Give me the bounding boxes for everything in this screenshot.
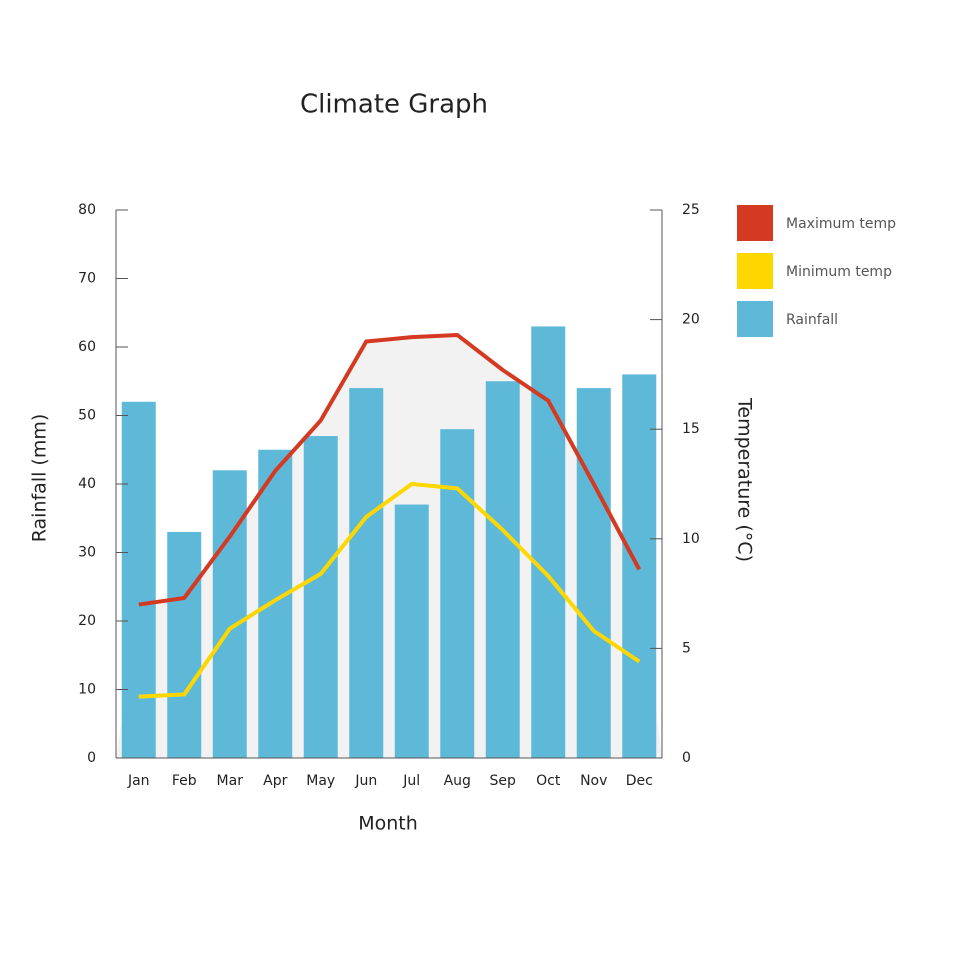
legend-label: Rainfall xyxy=(786,312,838,328)
bar xyxy=(258,449,293,758)
x-tick-label: Dec xyxy=(626,773,653,789)
bar xyxy=(121,401,156,758)
y2-tick-label: 25 xyxy=(682,202,700,218)
bar xyxy=(167,531,202,758)
x-tick-label: Feb xyxy=(172,773,197,789)
y2-tick-label: 10 xyxy=(682,531,700,547)
line xyxy=(138,482,641,699)
legend-swatch xyxy=(737,205,773,241)
y-tick-label: 30 xyxy=(78,545,96,561)
x-tick-label: Apr xyxy=(263,773,287,789)
legend-swatch xyxy=(737,253,773,289)
y2-tick-label: 15 xyxy=(682,421,700,437)
legend-label: Maximum temp xyxy=(786,216,896,232)
line xyxy=(138,332,642,607)
legend-swatch xyxy=(737,301,773,337)
y-tick-label: 50 xyxy=(78,408,96,424)
y-axis-label: Rainfall (mm) xyxy=(29,414,51,543)
x-axis-label: Month xyxy=(358,813,418,835)
y-tick-label: 10 xyxy=(78,682,96,698)
area-shade xyxy=(116,334,662,758)
y-tick-label: 0 xyxy=(87,750,96,766)
y2-tick-label: 5 xyxy=(682,640,691,656)
y-tick-label: 40 xyxy=(78,476,96,492)
x-tick-label: Mar xyxy=(217,773,244,789)
bar xyxy=(303,436,338,758)
bar xyxy=(394,504,429,758)
x-tick-label: Jul xyxy=(402,773,420,789)
bar xyxy=(212,470,247,758)
x-tick-label: Aug xyxy=(444,773,471,789)
x-tick-label: May xyxy=(306,773,335,789)
y-tick-label: 60 xyxy=(78,339,96,355)
x-tick-label: Nov xyxy=(580,773,607,789)
y-tick-label: 20 xyxy=(78,613,96,629)
bar xyxy=(485,381,520,758)
bar xyxy=(576,388,611,758)
x-tick-label: Oct xyxy=(536,773,561,789)
y-tick-label: 70 xyxy=(78,271,96,287)
x-tick-label: Sep xyxy=(490,773,517,789)
bar xyxy=(440,429,475,758)
y-tick-label: 80 xyxy=(78,202,96,218)
legend-label: Minimum temp xyxy=(786,264,892,280)
y2-tick-label: 0 xyxy=(682,750,691,766)
y2-axis-label: Temperature (°C) xyxy=(734,397,756,562)
x-tick-label: Jan xyxy=(127,773,150,789)
x-tick-label: Jun xyxy=(354,773,377,789)
y2-tick-label: 20 xyxy=(682,312,700,328)
chart-title: Climate Graph xyxy=(300,90,488,120)
bar xyxy=(349,388,384,758)
